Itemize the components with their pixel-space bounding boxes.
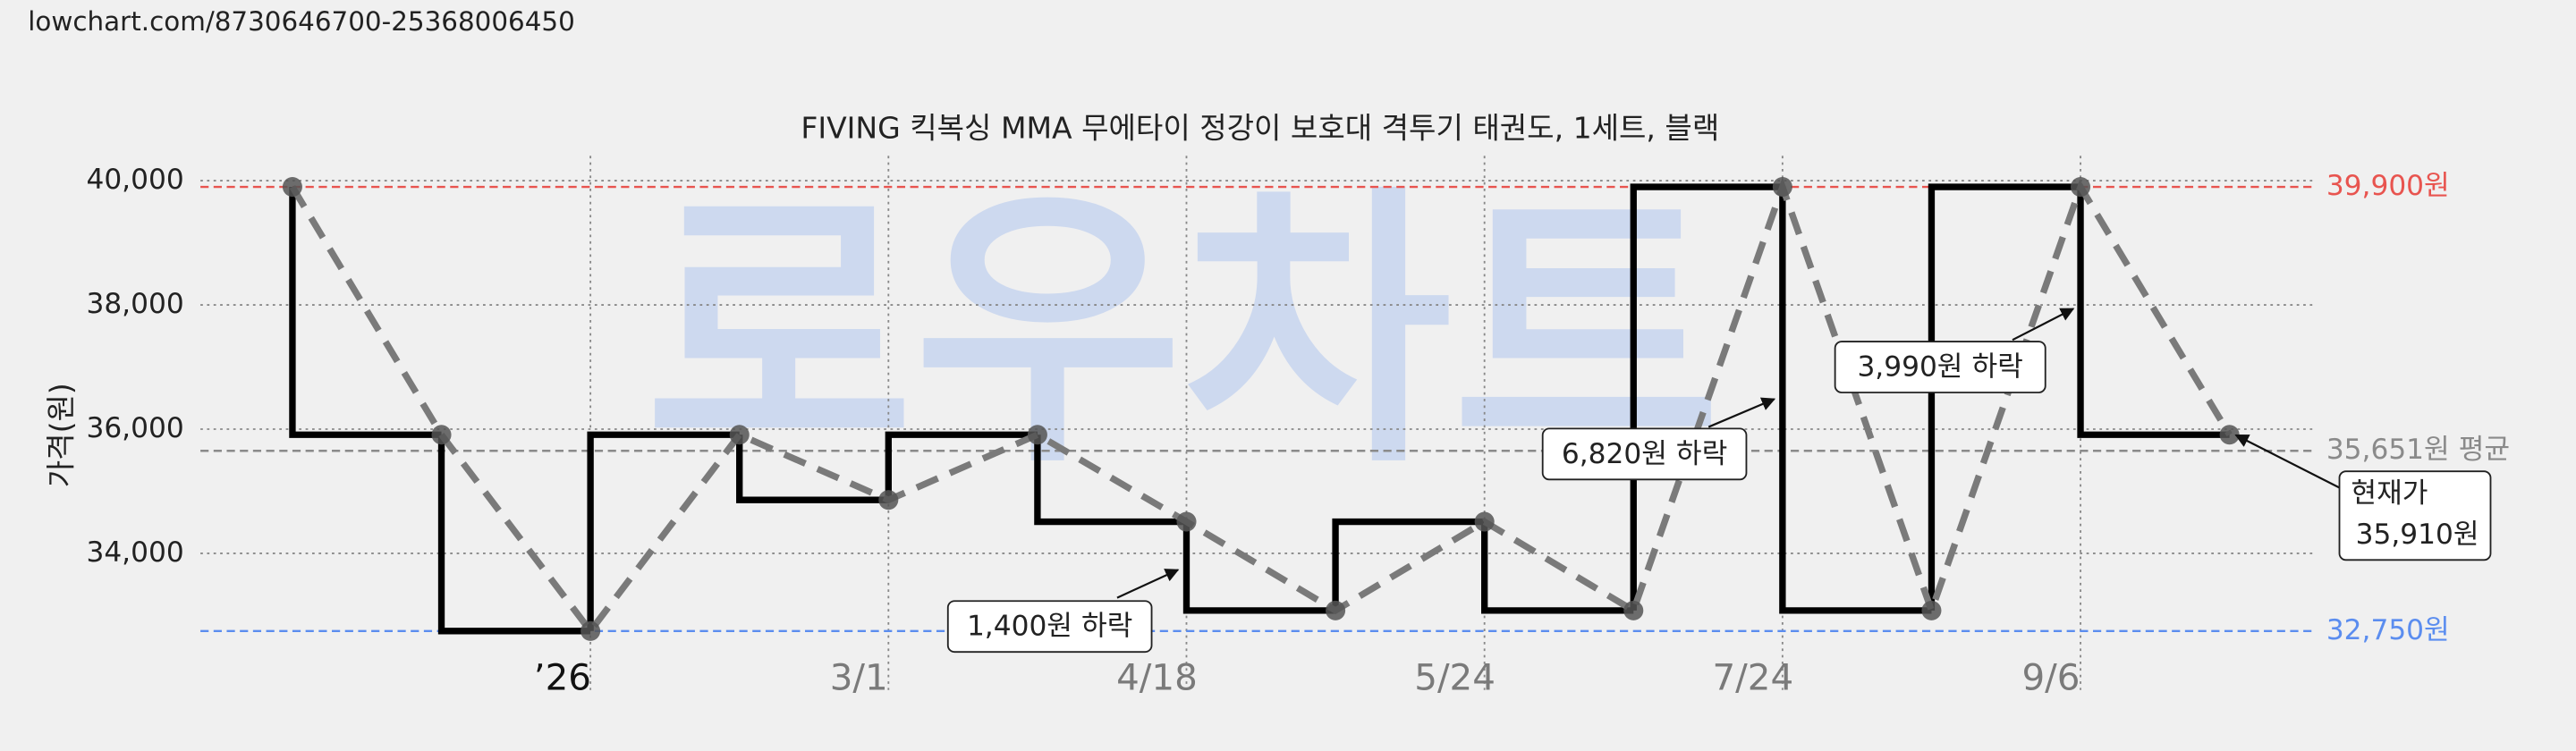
annotation-box [1834, 341, 2046, 393]
annotation-arrow [1116, 569, 1180, 599]
x-tick-label: 7/24 [1712, 655, 1793, 698]
annotation-box [2338, 470, 2492, 561]
reference-label: 35,651원 평균 [2326, 434, 2510, 466]
x-tick-label: 9/6 [2021, 655, 2080, 698]
x-tick-label: 4/18 [1116, 655, 1198, 698]
data-point [1027, 425, 1047, 445]
data-point [282, 177, 302, 198]
y-tick-label: 34,000 [86, 536, 183, 569]
annotation: 1,400원 하락 [946, 569, 1180, 654]
data-point [1326, 600, 1346, 620]
step-segment [1182, 521, 1336, 614]
step-segment [437, 435, 591, 635]
data-point [1921, 600, 1942, 620]
step-segment [2077, 187, 2230, 438]
reference-label: 32,750원 [2326, 614, 2450, 646]
annotation-arrow [2012, 308, 2075, 342]
annotation-text: 현재가 [2351, 477, 2428, 510]
annotation-box [946, 600, 1153, 654]
data-point [2219, 425, 2240, 445]
y-tick-label: 40,000 [86, 164, 183, 196]
data-point [1176, 511, 1197, 532]
step-segment [587, 431, 740, 631]
y-tick-label: 36,000 [86, 412, 183, 444]
step-segment [1928, 183, 2081, 611]
annotation: 3,990원 하락 [1834, 308, 2075, 393]
x-tick-label: 3/1 [830, 655, 888, 698]
watermark: 로우차트 [645, 163, 1721, 502]
step-segment [1034, 435, 1187, 526]
annotation-text: 1,400원 하락 [967, 611, 1132, 643]
data-point [1623, 600, 1644, 620]
annotation-text: 6,820원 하락 [1562, 438, 1727, 470]
x-tick-label: ’26 [534, 655, 591, 698]
annotation: 6,820원 하락 [1541, 397, 1776, 481]
annotation-text: 3,990원 하락 [1857, 350, 2022, 383]
data-point [431, 425, 452, 445]
data-point [1474, 511, 1495, 532]
data-point [729, 425, 750, 445]
annotation: 현재가 35,910원 [2234, 434, 2492, 561]
trend-line [289, 176, 2233, 637]
step-segment [736, 435, 889, 503]
y-axis-label: 가격(원) [43, 383, 78, 487]
step-segment [289, 187, 442, 438]
data-point [580, 620, 601, 641]
chart-title: FIVING 킥복싱 MMA 무에타이 정강이 보호대 격투기 태권도, 1세트… [801, 111, 1719, 146]
step-segment [1332, 518, 1485, 611]
url: lowchart.com/8730646700-25368006450 [28, 6, 575, 37]
annotation-arrow [2234, 434, 2341, 489]
data-point [1772, 177, 1792, 198]
step-segment [1779, 187, 1932, 614]
annotation-text: 35,910원 [2356, 519, 2479, 551]
data-point [878, 490, 899, 511]
annotation-box [1541, 427, 1748, 481]
data-point [2071, 177, 2091, 198]
y-tick-label: 38,000 [86, 288, 183, 320]
step-segment [1481, 521, 1634, 614]
x-tick-label: 5/24 [1414, 655, 1496, 698]
plot-area: 34,000 36,000 38,000 40,000 ’26 3/1 4/18 5/24 7/… [86, 156, 2510, 698]
reference-label: 39,900원 [2326, 170, 2450, 202]
annotation-arrow [1707, 397, 1776, 428]
step-segment [885, 431, 1038, 501]
